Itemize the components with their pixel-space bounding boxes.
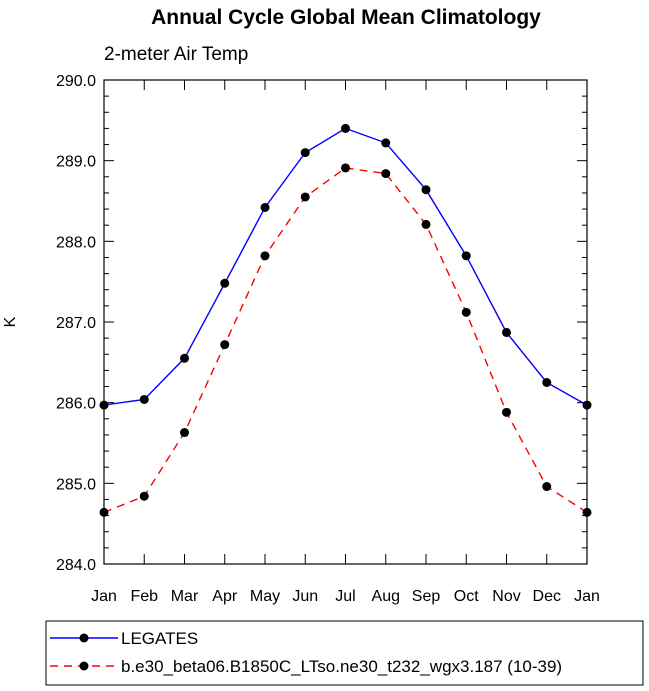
- series-line-1: [103, 167, 588, 514]
- series-1-point: [421, 219, 431, 229]
- legend-label-model: b.e30_beta06.B1850C_LTso.ne30_t232_wgx3.…: [121, 657, 562, 676]
- x-tick-label: Dec: [533, 588, 561, 605]
- series-1-point: [99, 507, 109, 517]
- x-tick-label: Feb: [130, 588, 158, 605]
- x-tick-label: Sep: [412, 588, 441, 605]
- series-0-point: [220, 278, 230, 288]
- series-1-point: [461, 307, 471, 317]
- chart-title: Annual Cycle Global Mean Climatology: [151, 6, 541, 29]
- x-tick-label: Jan: [91, 588, 117, 605]
- y-tick-label: 284.0: [56, 557, 96, 574]
- x-tick-label: Mar: [171, 588, 199, 605]
- series-0-point: [421, 185, 431, 195]
- series-0-point: [502, 327, 511, 337]
- series-1-point: [381, 169, 391, 179]
- series-0-point: [180, 353, 189, 363]
- series-1-point: [300, 192, 310, 202]
- series-1-point: [341, 163, 350, 173]
- y-tick-label: 286.0: [56, 396, 96, 413]
- series-0-point: [582, 400, 592, 410]
- series-1-point: [180, 428, 189, 438]
- series-0-point: [99, 400, 109, 410]
- x-tick-label: Oct: [454, 588, 479, 605]
- series-1-point: [260, 251, 270, 261]
- series-0-point: [260, 202, 270, 212]
- x-tick-label: Jun: [292, 588, 318, 605]
- legend-marker-model: [79, 661, 89, 671]
- y-tick-label: 290.0: [56, 73, 96, 90]
- x-tick-label: Apr: [212, 588, 238, 605]
- y-tick-label: 285.0: [56, 476, 96, 493]
- x-tick-label: May: [250, 588, 280, 605]
- series-1-point: [582, 507, 592, 517]
- series-1-point: [542, 482, 552, 492]
- legend: LEGATES b.e30_beta06.B1850C_LTso.ne30_t2…: [45, 620, 644, 686]
- series-0-point: [461, 251, 471, 261]
- y-axis: 284.0 285.0 286.0 287.0 288.0 289.0 290.0: [56, 73, 587, 574]
- legend-label-legates: LEGATES: [121, 629, 198, 648]
- series-1-point: [220, 340, 230, 350]
- x-tick-label: Aug: [372, 588, 400, 605]
- series-1-point: [502, 407, 511, 417]
- plot-area: [103, 79, 588, 565]
- x-tick-label: Jan: [574, 588, 600, 605]
- x-tick-label: Nov: [492, 588, 520, 605]
- legend-box: [45, 620, 644, 686]
- y-tick-label: 288.0: [56, 234, 96, 251]
- series-0-point: [341, 123, 350, 133]
- legend-marker-legates: [79, 633, 89, 643]
- series-1-point: [139, 491, 149, 501]
- series-0-point: [381, 138, 391, 148]
- x-axis: Jan Feb Mar Apr May Jun Jul Aug Sep Oct Nov Dec Jan: [91, 80, 600, 605]
- series-layer: [99, 123, 592, 517]
- series-0-point: [542, 378, 552, 387]
- y-tick-label: 287.0: [56, 315, 96, 332]
- x-tick-label: Jul: [335, 588, 355, 605]
- y-tick-label: 289.0: [56, 154, 96, 171]
- series-0-point: [300, 148, 310, 158]
- series-0-point: [139, 394, 149, 404]
- y-axis-label: K: [2, 316, 19, 327]
- chart-subtitle: 2-meter Air Temp: [104, 44, 248, 65]
